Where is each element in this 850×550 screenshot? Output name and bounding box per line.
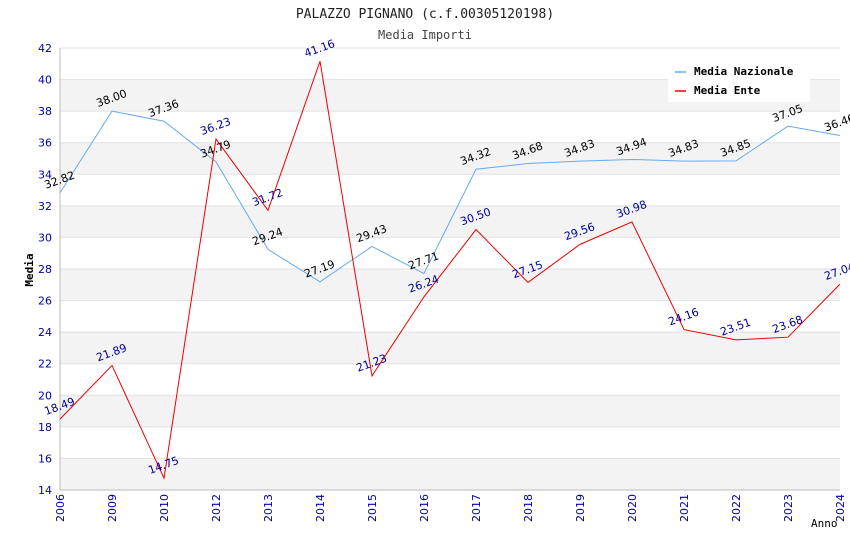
y-tick-label: 36	[38, 137, 52, 150]
x-tick-labels: 2006 2009 2010 2012 2013 2014 2015 2016 2017 2018…	[54, 494, 847, 522]
background-band	[60, 395, 840, 427]
x-tick-label: 2023	[782, 494, 795, 522]
y-tick-label: 20	[38, 389, 52, 402]
y-tick-label: 38	[38, 105, 52, 118]
x-tick-label: 2009	[106, 494, 119, 522]
y-tick-label: 30	[38, 231, 52, 244]
x-tick-label: 2016	[418, 494, 431, 522]
data-label: 27.04	[823, 260, 850, 283]
x-tick-label: 2012	[210, 494, 223, 522]
x-tick-label: 2017	[470, 494, 483, 522]
data-label: 41.16	[303, 37, 337, 60]
background-band	[60, 332, 840, 364]
legend-label-media-ente: Media Ente	[694, 84, 761, 97]
y-axis-label: Media	[23, 253, 36, 286]
series-line-media-ente	[59, 61, 841, 480]
series-lines	[59, 61, 841, 480]
x-tick-label: 2022	[730, 494, 743, 522]
y-tick-label: 34	[38, 168, 52, 181]
y-tick-label: 22	[38, 358, 52, 371]
chart-subtitle: Media Importi	[378, 28, 472, 42]
x-tick-label: 2013	[262, 494, 275, 522]
x-tick-label: 2024	[834, 494, 847, 522]
chart-title: PALAZZO PIGNANO (c.f.00305120198)	[296, 7, 554, 22]
y-tick-label: 14	[38, 484, 52, 497]
x-tick-label: 2015	[366, 494, 379, 522]
y-tick-label: 24	[38, 326, 52, 339]
x-tick-label: 2019	[574, 494, 587, 522]
x-tick-label: 2020	[626, 494, 639, 522]
background-band	[60, 142, 840, 175]
y-tick-label: 26	[38, 295, 52, 308]
legend: Media Nazionale Media Ente	[668, 60, 810, 102]
y-tick-label: 42	[38, 42, 52, 55]
legend-label-media-nazionale: Media Nazionale	[694, 65, 794, 78]
y-tick-label: 28	[38, 263, 52, 276]
x-tick-label: 2006	[54, 494, 67, 522]
data-label: 24.16	[667, 305, 701, 328]
background-band	[60, 458, 840, 490]
legend-box	[668, 60, 810, 102]
x-tick-label: 2010	[158, 494, 171, 522]
y-tick-label: 32	[38, 200, 52, 213]
x-tick-label: 2021	[678, 494, 691, 522]
data-label: 36.23	[199, 115, 233, 138]
plot-background-bands	[60, 79, 840, 490]
background-band	[60, 269, 840, 301]
y-tick-label: 16	[38, 452, 52, 465]
y-tick-label: 18	[38, 421, 52, 434]
x-axis-label: Anno	[811, 517, 838, 530]
series-line-media-nazionale	[59, 110, 841, 283]
data-label: 36.46	[823, 111, 850, 134]
x-tick-label: 2018	[522, 494, 535, 522]
y-tick-label: 40	[38, 74, 52, 87]
y-tick-labels: 14 16 18 20 22 24 26 28 30 32 34 36 38 40 42	[38, 42, 52, 497]
x-tick-label: 2014	[314, 494, 327, 522]
